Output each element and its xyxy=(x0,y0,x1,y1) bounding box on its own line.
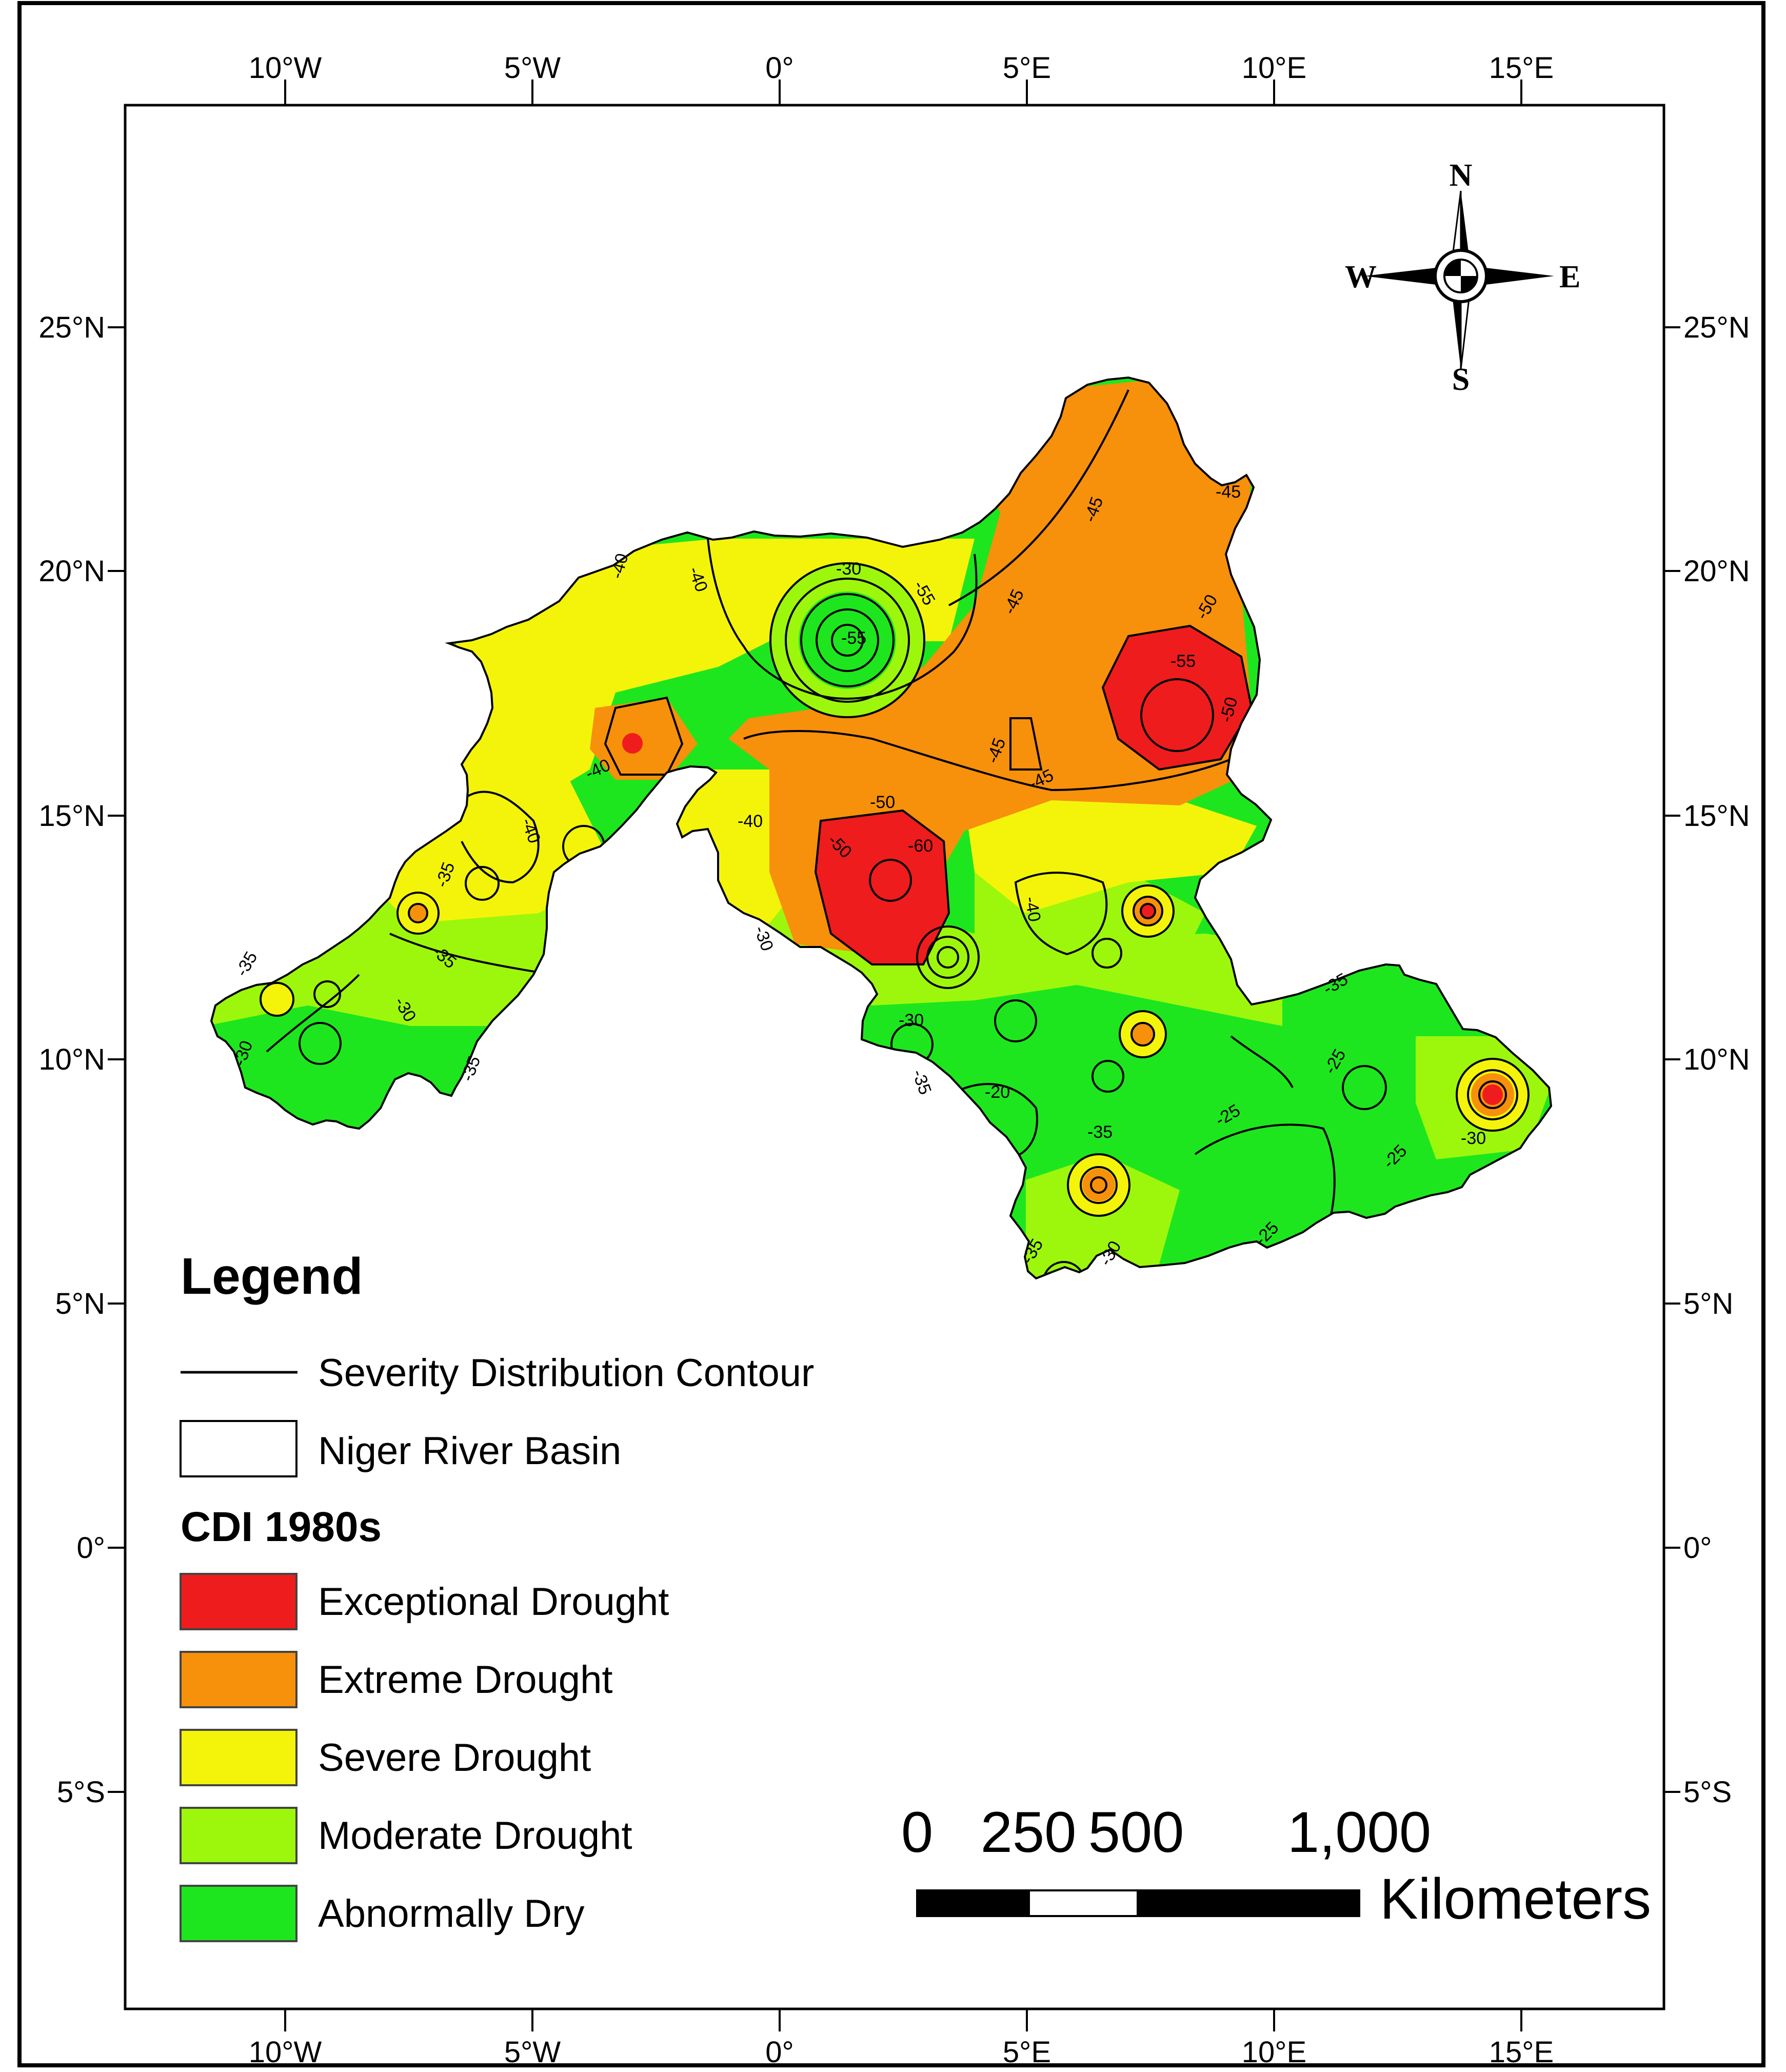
scale-segment xyxy=(1137,1889,1360,1917)
legend-class-label: Severe Drought xyxy=(318,1736,591,1780)
contour-label: -50 xyxy=(870,793,895,812)
legend-swatch xyxy=(180,1807,297,1864)
legend-class-label: Moderate Drought xyxy=(318,1814,632,1858)
lat-tick-label: 15°N xyxy=(1683,799,1750,833)
latitude-ticks-left: 25°N 20°N 15°N 10°N 5°N 0° 5°S xyxy=(38,311,125,1809)
lon-tick-label: 5°W xyxy=(504,51,561,85)
lon-tick-label: 10°W xyxy=(249,2036,322,2069)
longitude-ticks-bottom: 10°W 5°W 0° 5°E 10°E 15°E xyxy=(249,2009,1554,2069)
lon-tick-label: 5°E xyxy=(1003,51,1051,85)
legend-class-label: Exceptional Drought xyxy=(318,1580,669,1624)
scale-number: 1,000 xyxy=(1287,1800,1431,1864)
legend-swatch xyxy=(180,1651,297,1708)
contour-label: -30 xyxy=(1461,1129,1486,1148)
compass-south-label: S xyxy=(1452,362,1470,397)
lon-tick-label: 0° xyxy=(765,2036,793,2069)
latitude-ticks-right: 25°N 20°N 15°N 10°N 5°N 0° 5°S xyxy=(1664,311,1750,1809)
lon-tick-label: 15°E xyxy=(1489,51,1554,85)
lat-tick-label: 25°N xyxy=(1683,311,1750,344)
legend-swatch xyxy=(180,1573,297,1630)
lon-tick-label: 5°E xyxy=(1003,2036,1051,2069)
compass-west-label: W xyxy=(1345,260,1377,294)
contour-label: -60 xyxy=(908,836,933,856)
niger-river-basin-outline xyxy=(210,376,1553,1280)
legend-classes: Exceptional Drought Extreme Drought Severe… xyxy=(180,1573,669,1942)
lat-tick-label: 5°N xyxy=(55,1287,105,1320)
contour-label: -30 xyxy=(836,559,861,579)
legend-basin-label: Niger River Basin xyxy=(318,1429,621,1473)
legend-title: Legend xyxy=(181,1248,363,1305)
lat-tick-label: 10°N xyxy=(1683,1043,1750,1076)
lon-tick-label: 0° xyxy=(765,51,793,85)
legend: Legend Severity Distribution Contour Nig… xyxy=(180,1248,814,1942)
legend-class-label: Abnormally Dry xyxy=(318,1892,584,1936)
lat-tick-label: 20°N xyxy=(38,555,105,588)
scale-number: 250 xyxy=(981,1800,1077,1864)
scale-segment xyxy=(1028,1889,1139,1917)
contour-label: -55 xyxy=(1170,652,1196,671)
lon-tick-label: 5°W xyxy=(504,2036,561,2069)
contour-label: -55 xyxy=(841,628,866,648)
compass-east-label: E xyxy=(1559,260,1580,294)
lat-tick-label: 0° xyxy=(77,1531,105,1565)
lon-tick-label: 10°E xyxy=(1242,51,1306,85)
scale-unit: Kilometers xyxy=(1380,1867,1651,1931)
scale-bar: 0 250 500 1,000 Kilometers xyxy=(901,1800,1651,1931)
lat-tick-label: 20°N xyxy=(1683,555,1750,588)
basin-swatch xyxy=(180,1420,297,1477)
scale-segment xyxy=(916,1889,1030,1917)
lat-tick-label: 25°N xyxy=(38,311,105,344)
lat-tick-label: 15°N xyxy=(38,799,105,833)
lat-tick-label: 10°N xyxy=(38,1043,105,1076)
legend-class-label: Extreme Drought xyxy=(318,1658,612,1702)
legend-swatch xyxy=(180,1729,297,1786)
north-arrow-icon: N S E W xyxy=(1345,158,1580,397)
lat-tick-label: 5°S xyxy=(1683,1775,1732,1809)
contour-label: -40 xyxy=(1021,895,1044,923)
contour-label: -30 xyxy=(899,1011,924,1030)
contour-label: -40 xyxy=(738,812,763,831)
scale-number: 500 xyxy=(1088,1800,1184,1864)
longitude-ticks-top: 10°W 5°W 0° 5°E 10°E 15°E xyxy=(249,51,1554,105)
contour-label: -45 xyxy=(1216,482,1241,502)
contour-label: -35 xyxy=(1087,1122,1113,1142)
lon-tick-label: 10°E xyxy=(1242,2036,1306,2069)
lon-tick-label: 15°E xyxy=(1489,2036,1554,2069)
scale-number: 0 xyxy=(901,1800,933,1864)
contour-label: -20 xyxy=(985,1082,1010,1102)
cdi-title: CDI 1980s xyxy=(181,1504,382,1550)
legend-contour-label: Severity Distribution Contour xyxy=(318,1351,814,1395)
lat-tick-label: 5°S xyxy=(57,1775,105,1809)
legend-swatch xyxy=(180,1885,297,1942)
lon-tick-label: 10°W xyxy=(249,51,322,85)
compass-north-label: N xyxy=(1450,158,1473,193)
severity-contours xyxy=(260,389,1530,1278)
lat-tick-label: 5°N xyxy=(1683,1287,1733,1320)
lat-tick-label: 0° xyxy=(1683,1531,1712,1565)
